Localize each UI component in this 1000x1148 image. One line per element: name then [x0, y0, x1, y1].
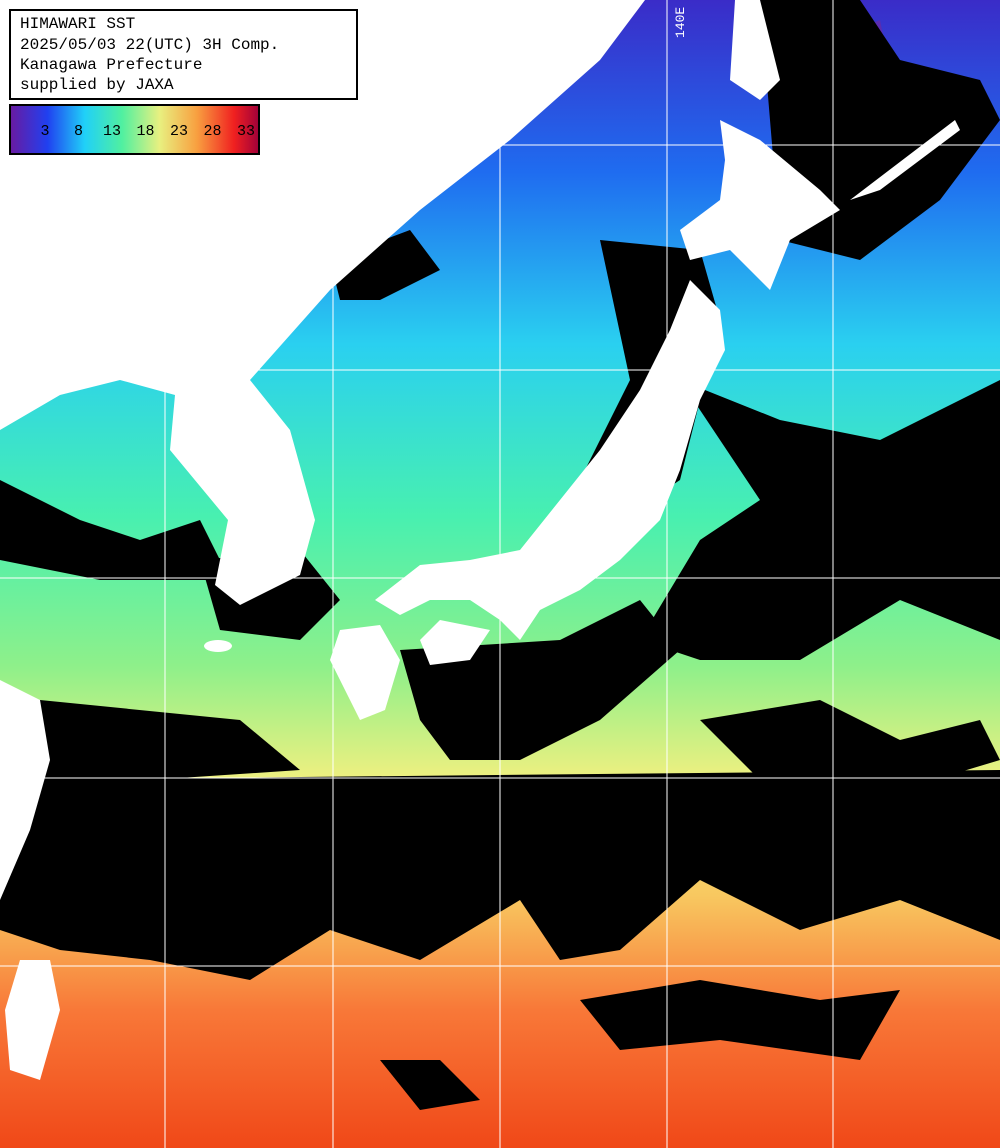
header-line: supplied by JAXA [20, 76, 174, 94]
colorbar-label: 3 [40, 123, 49, 140]
header-line: 2025/05/03 22(UTC) 3H Comp. [20, 36, 279, 54]
colorbar-label: 23 [170, 123, 188, 140]
lon-label: 140E [673, 7, 688, 38]
header-box [9, 9, 358, 100]
colorbar-label: 18 [136, 123, 154, 140]
lat-label: 40N [12, 355, 35, 370]
colorbar-label: 33 [237, 123, 255, 140]
lat-label: 30N [12, 763, 35, 778]
colorbar-ticks: 3 8 13 18 23 28 33 [40, 123, 255, 140]
colorbar-label: 13 [103, 123, 121, 140]
colorbar-label: 8 [74, 123, 83, 140]
header-line: HIMAWARI SST [20, 15, 135, 33]
header-line: Kanagawa Prefecture [20, 56, 202, 74]
colorbar-label: 28 [203, 123, 221, 140]
colorbar [9, 104, 260, 155]
